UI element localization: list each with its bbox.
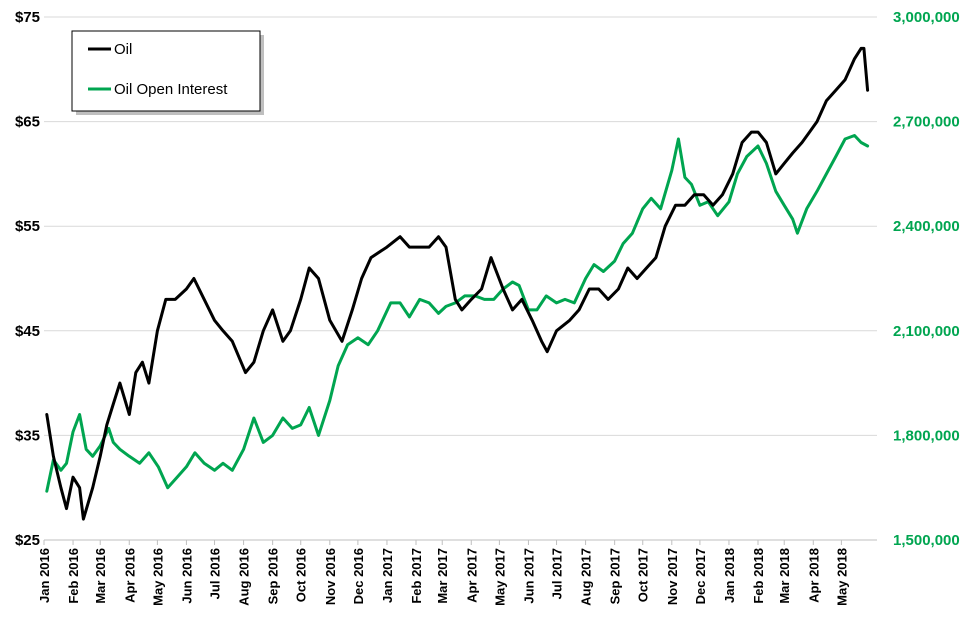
x-tick-label: Nov 2017 <box>665 548 680 605</box>
x-tick: Apr 2018 <box>806 548 821 603</box>
x-tick-label: Mar 2018 <box>777 548 792 604</box>
x-tick: May 2016 <box>150 548 165 606</box>
legend: Oil Oil Open Interest <box>71 30 264 115</box>
x-tick-label: Jun 2017 <box>521 548 536 604</box>
legend-label: Oil <box>114 41 132 58</box>
x-tick: Nov 2016 <box>323 548 338 605</box>
left-tick-label: $25 <box>15 532 40 549</box>
x-tick-label: Jul 2017 <box>550 548 565 599</box>
right-tick-label: 2,400,000 <box>893 218 960 235</box>
x-tick: Jul 2017 <box>550 548 565 599</box>
x-tick-label: Feb 2016 <box>66 548 81 604</box>
right-tick-label: 2,700,000 <box>893 114 960 131</box>
x-tick-label: Feb 2018 <box>751 548 766 604</box>
x-tick-label: May 2016 <box>150 548 165 606</box>
x-tick-label: May 2018 <box>834 548 849 606</box>
x-tick-label: Mar 2017 <box>435 548 450 604</box>
x-tick: Mar 2016 <box>93 548 108 604</box>
series-line-open-interest <box>45 134 870 493</box>
right-tick-label: 3,000,000 <box>893 9 960 26</box>
x-tick-label: Apr 2017 <box>464 548 479 603</box>
x-tick-label: Jan 2016 <box>37 548 52 603</box>
x-tick: Jun 2017 <box>521 548 536 604</box>
x-tick-label: Jan 2018 <box>722 548 737 603</box>
x-tick-label: Jan 2017 <box>380 548 395 603</box>
x-tick: Dec 2016 <box>351 548 366 604</box>
legend-box <box>71 30 261 112</box>
x-tick: Sep 2017 <box>608 548 623 604</box>
x-tick-label: Oct 2016 <box>294 548 309 602</box>
x-tick: Sep 2016 <box>266 548 281 604</box>
x-tick: Oct 2016 <box>294 548 309 602</box>
x-tick: Apr 2017 <box>464 548 479 603</box>
x-tick-label: Sep 2016 <box>266 548 281 604</box>
left-tick-label: $35 <box>15 427 40 444</box>
left-tick-label: $45 <box>15 323 40 340</box>
x-tick-label: Nov 2016 <box>323 548 338 605</box>
x-tick-label: Apr 2016 <box>122 548 137 603</box>
right-tick-label: 2,100,000 <box>893 323 960 340</box>
x-tick: Feb 2016 <box>66 548 81 604</box>
x-tick: Aug 2016 <box>237 548 252 606</box>
right-tick-label: 1,500,000 <box>893 532 960 549</box>
x-tick: Jun 2016 <box>179 548 194 604</box>
x-tick-label: Aug 2016 <box>237 548 252 606</box>
x-tick-label: Sep 2017 <box>608 548 623 604</box>
x-tick: Apr 2016 <box>122 548 137 603</box>
left-tick-label: $75 <box>15 9 40 26</box>
left-axis-ticks: $25 $35 $45 $55 $65 $75 <box>15 9 40 549</box>
x-tick: May 2018 <box>834 548 849 606</box>
right-tick-label: 1,800,000 <box>893 427 960 444</box>
x-tick-label: Aug 2017 <box>579 548 594 606</box>
left-tick-label: $65 <box>15 114 40 131</box>
x-tick: Jul 2016 <box>208 548 223 599</box>
legend-label: Oil Open Interest <box>114 81 228 98</box>
x-tick: Jan 2016 <box>37 548 52 603</box>
x-tick: May 2017 <box>492 548 507 606</box>
x-tick-label: Dec 2017 <box>693 548 708 604</box>
x-tick-label: Apr 2018 <box>806 548 821 603</box>
x-tick: Feb 2017 <box>409 548 424 604</box>
x-tick-label: Mar 2016 <box>93 548 108 604</box>
x-tick-label: Oct 2017 <box>636 548 651 602</box>
plot-series <box>45 46 870 521</box>
right-axis-ticks: 1,500,000 1,800,000 2,100,000 2,400,000 2,70… <box>893 9 960 549</box>
gridlines <box>44 16 877 436</box>
left-tick-label: $55 <box>15 218 40 235</box>
x-tick: Dec 2017 <box>693 548 708 604</box>
series-line-oil <box>45 46 870 521</box>
x-tick: Nov 2017 <box>665 548 680 605</box>
x-tick: Feb 2018 <box>751 548 766 604</box>
x-tick-label: May 2017 <box>492 548 507 606</box>
x-tick: Oct 2017 <box>636 548 651 602</box>
x-tick-label: Feb 2017 <box>409 548 424 604</box>
x-tick: Jan 2018 <box>722 548 737 603</box>
x-tick: Mar 2018 <box>777 548 792 604</box>
x-tick: Mar 2017 <box>435 548 450 604</box>
x-tick: Jan 2017 <box>380 548 395 603</box>
x-tick-label: Dec 2016 <box>351 548 366 604</box>
x-tick: Aug 2017 <box>579 548 594 606</box>
x-tick-label: Jul 2016 <box>208 548 223 599</box>
x-axis-ticks: Jan 2016 Feb 2016 Mar 2016 Apr 2016 May 2016… <box>37 540 849 606</box>
x-tick-label: Jun 2016 <box>179 548 194 604</box>
